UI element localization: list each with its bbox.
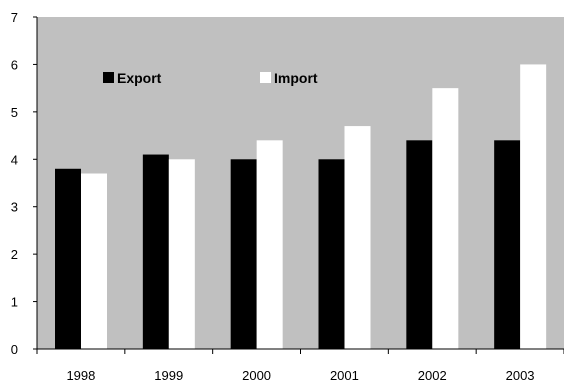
legend-swatch-import <box>260 72 271 83</box>
y-tick-label-1: 1 <box>11 295 18 310</box>
legend-label-import: Import <box>274 70 318 86</box>
bar-export-2001 <box>318 159 345 349</box>
bar-export-2000 <box>230 159 257 349</box>
x-tick-label-2002: 2002 <box>418 368 447 383</box>
bar-export-1998 <box>55 168 81 349</box>
x-tick-label-1998: 1998 <box>66 368 95 383</box>
y-tick-label-5: 5 <box>11 105 18 120</box>
legend: Export Import <box>103 70 318 86</box>
x-tick-label-2001: 2001 <box>330 368 359 383</box>
bar-export-2003 <box>494 140 521 349</box>
bar-import-2003 <box>520 64 547 349</box>
bar-export-1999 <box>142 154 169 349</box>
bar-import-1999 <box>168 159 195 349</box>
y-tick-label-4: 4 <box>11 152 18 167</box>
y-axis-ticks: 0 1 2 3 4 5 6 7 <box>11 10 37 357</box>
bar-export-2002 <box>406 140 433 349</box>
y-tick-label-2: 2 <box>11 247 18 262</box>
bar-import-2000 <box>256 140 283 349</box>
x-tick-label-2000: 2000 <box>242 368 271 383</box>
legend-label-export: Export <box>117 70 162 86</box>
bars-layer <box>55 64 547 350</box>
y-tick-label-7: 7 <box>11 10 18 25</box>
bar-import-1998 <box>81 173 107 349</box>
bar-import-2002 <box>432 88 459 350</box>
x-tick-label-2003: 2003 <box>506 368 535 383</box>
x-tick-label-1999: 1999 <box>154 368 183 383</box>
legend-swatch-export <box>103 72 114 83</box>
y-tick-label-6: 6 <box>11 57 18 72</box>
plot-area <box>37 17 564 349</box>
x-axis-ticks: 1998 1999 2000 2001 2002 2003 <box>36 349 564 383</box>
y-tick-label-3: 3 <box>11 200 18 215</box>
y-tick-label-0: 0 <box>11 342 18 357</box>
bar-import-2001 <box>344 126 371 349</box>
